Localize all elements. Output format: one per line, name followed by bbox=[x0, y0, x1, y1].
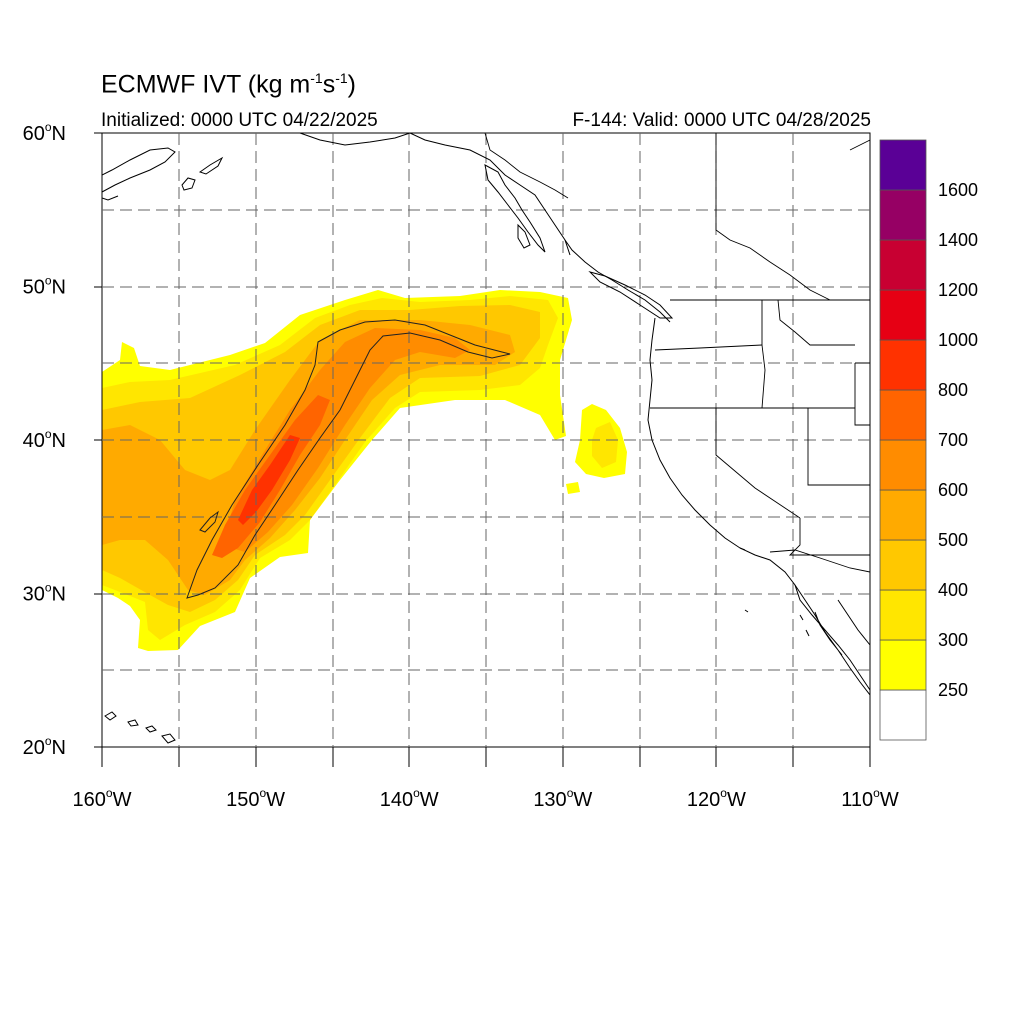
haida-gwaii bbox=[517, 223, 531, 249]
alaska-peninsula bbox=[198, 156, 224, 175]
colorbar-swatch bbox=[879, 689, 927, 741]
lon-label-140: 140oW bbox=[380, 786, 439, 811]
idaho-west-border bbox=[761, 300, 766, 409]
ivt-region-300-pacific bbox=[592, 422, 618, 468]
baja-california bbox=[794, 584, 870, 696]
colorbar-label-1000: 1000 bbox=[938, 330, 978, 350]
ivt-shading bbox=[102, 290, 627, 651]
lon-label-160: 160oW bbox=[73, 786, 132, 811]
ivt-region-600 bbox=[222, 328, 470, 552]
lat-label-30: 30oN bbox=[23, 581, 66, 606]
us-mexico-border bbox=[769, 549, 870, 573]
colorbar-label-300: 300 bbox=[938, 630, 968, 650]
lat-label-40: 40oN bbox=[23, 427, 66, 452]
colorbar: 250 300 400 500 600 700 800 1000 1200 1400 1600 bbox=[879, 139, 978, 741]
washington-oregon-border bbox=[654, 344, 763, 351]
lon-label-120: 120oW bbox=[687, 786, 746, 811]
us-west-coast bbox=[647, 317, 870, 691]
colorbar-swatch bbox=[879, 289, 927, 341]
channel-islands bbox=[739, 547, 749, 613]
alaska-panhandle bbox=[409, 133, 571, 256]
nevada-california-border bbox=[715, 408, 801, 519]
colorbar-label-500: 500 bbox=[938, 530, 968, 550]
colorbar-label-1600: 1600 bbox=[938, 180, 978, 200]
gulf-of-california bbox=[837, 599, 870, 646]
ivt-contour-line bbox=[186, 319, 511, 599]
east-edge-corner-coast bbox=[849, 139, 870, 151]
ivt-region-250-small bbox=[566, 482, 580, 494]
gridlines bbox=[102, 133, 870, 747]
coastlines bbox=[102, 133, 870, 744]
colorbar-label-800: 800 bbox=[938, 380, 968, 400]
lon-label-150: 150oW bbox=[226, 786, 285, 811]
axis-ticks bbox=[94, 132, 871, 767]
colorbar-swatch bbox=[879, 139, 927, 191]
lon-label-130: 130oW bbox=[533, 786, 592, 811]
arizona-border bbox=[788, 518, 870, 556]
colorbar-label-1400: 1400 bbox=[938, 230, 978, 250]
vancouver-island bbox=[588, 271, 674, 319]
colorbar-label-1200: 1200 bbox=[938, 280, 978, 300]
colorbar-swatch bbox=[879, 339, 927, 391]
baja-islands bbox=[799, 614, 810, 637]
bc-coast bbox=[564, 239, 671, 323]
colorbar-label-600: 600 bbox=[938, 480, 968, 500]
colorbar-label-250: 250 bbox=[938, 680, 968, 700]
northeast-edge-coast bbox=[715, 133, 831, 301]
initialized-label: Initialized: 0000 UTC 04/22/2025 bbox=[101, 110, 378, 131]
colorbar-swatch bbox=[879, 539, 927, 591]
colorbar-swatch bbox=[879, 189, 927, 241]
map-title: ECMWF IVT (kg m-1s-1) bbox=[101, 70, 356, 99]
colorbar-swatch bbox=[879, 239, 927, 291]
south-alaska-coast bbox=[299, 133, 411, 146]
nevada-utah-border bbox=[807, 408, 870, 486]
longitude-labels: 160oW 150oW 140oW 130oW 120oW 110oW bbox=[73, 786, 899, 811]
colorbar-label-700: 700 bbox=[938, 430, 968, 450]
lat-label-20: 20oN bbox=[23, 734, 66, 759]
colorbar-swatch bbox=[879, 639, 927, 691]
ivt-region-800 bbox=[238, 435, 300, 525]
lon-label-110: 110oW bbox=[841, 786, 899, 811]
montana-idaho-border bbox=[777, 299, 855, 346]
colorbar-swatch bbox=[879, 489, 927, 541]
colorbar-swatch bbox=[879, 589, 927, 641]
lat-label-50: 50oN bbox=[23, 274, 66, 299]
aleutian-west-coast bbox=[102, 195, 119, 201]
alaska-canada-border bbox=[484, 133, 569, 199]
wyoming-border bbox=[854, 362, 870, 426]
state-borders bbox=[484, 133, 870, 573]
lat-label-60: 60oN bbox=[23, 120, 66, 145]
valid-time-label: F-144: Valid: 0000 UTC 04/28/2025 bbox=[572, 110, 871, 131]
colorbar-label-400: 400 bbox=[938, 580, 968, 600]
kodiak-island bbox=[181, 177, 196, 191]
latitude-labels: 60oN 50oN 40oN 30oN 20oN bbox=[23, 120, 66, 759]
panhandle-islands bbox=[484, 164, 546, 253]
colorbar-swatch bbox=[879, 389, 927, 441]
colorbar-swatch bbox=[879, 439, 927, 491]
hawaii-islands bbox=[104, 711, 176, 744]
alaska-coast bbox=[102, 147, 176, 193]
